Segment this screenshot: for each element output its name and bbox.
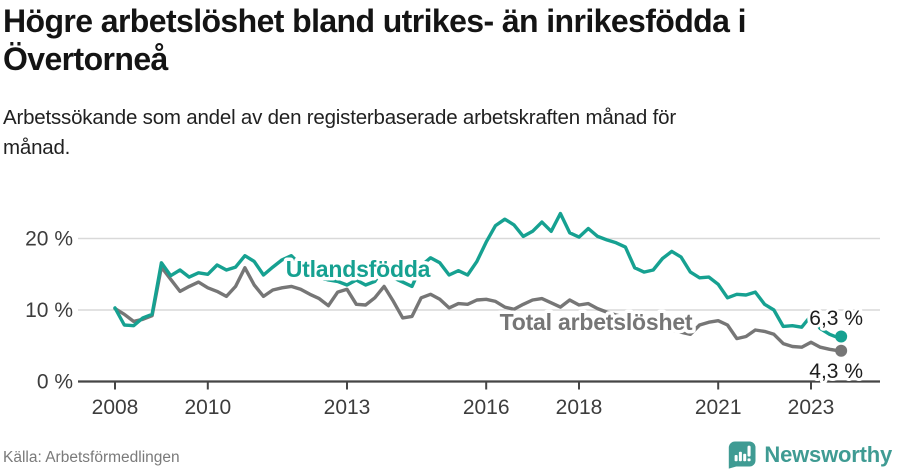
newsworthy-logo: Newsworthy <box>728 440 892 470</box>
x-axis-label: 2008 <box>92 396 139 419</box>
series-label: Total arbetslöshet <box>500 309 693 335</box>
x-axis-label: 2023 <box>788 396 835 419</box>
page-title: Högre arbetslöshet bland utrikes- än inr… <box>3 3 747 77</box>
x-axis-label: 2016 <box>463 396 510 419</box>
line-utlandsfodda <box>113 211 843 340</box>
x-axis-label: 2018 <box>556 396 603 419</box>
y-axis-label: 10 % <box>25 299 73 322</box>
series-label: Utlandsfödda <box>286 256 431 282</box>
x-axis-label: 2021 <box>695 396 742 419</box>
x-axis-label: 2013 <box>324 396 371 419</box>
newsworthy-chart-bubble-icon <box>729 441 756 469</box>
source-note: Källa: Arbetsförmedlingen <box>3 449 180 466</box>
newsworthy-wordmark: Newsworthy <box>764 442 892 467</box>
series-end-dot <box>835 330 848 343</box>
y-axis-label: 0 % <box>37 371 73 394</box>
series-end-dot <box>835 344 848 357</box>
unemployment-line-chart: 0 % 10 % 20 % 2008 2010 2013 2016 2018 2021 2023 U… <box>25 211 880 419</box>
line-total-arbetsloshet <box>113 265 843 353</box>
end-value-label: 4,3 % <box>809 360 863 383</box>
y-axis-label: 20 % <box>25 228 73 251</box>
page-subtitle: Arbetssökande som andel av den registerb… <box>3 106 676 159</box>
end-value-label: 6,3 % <box>809 307 863 330</box>
x-axis-label: 2010 <box>184 396 231 419</box>
